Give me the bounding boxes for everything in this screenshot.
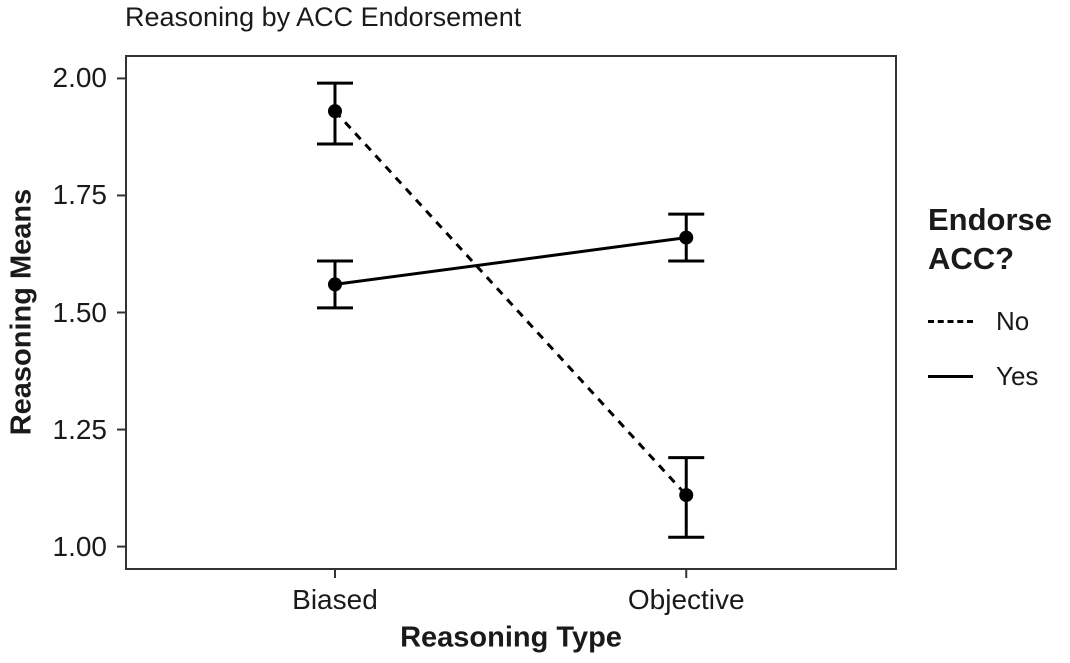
legend: Endorse ACC? No Yes — [928, 200, 1070, 404]
data-point-no-objective — [679, 488, 694, 503]
x-tick-label: Objective — [627, 584, 745, 615]
data-point-yes-objective — [679, 230, 694, 245]
dashed-line-key-icon — [928, 320, 973, 323]
panel-border — [125, 55, 897, 570]
x-tick-label: Biased — [292, 584, 378, 615]
y-tick-label: 1.00 — [52, 530, 108, 562]
data-point-no-biased — [327, 104, 342, 119]
x-axis-title: Reasoning Type — [400, 621, 622, 654]
legend-entry-label: No — [996, 306, 1030, 336]
chart-title: Reasoning by ACC Endorsement — [125, 2, 522, 32]
series-line-yes — [334, 236, 687, 286]
series-line-no — [333, 110, 688, 497]
legend-entry-yes: Yes — [928, 349, 1070, 404]
data-point-yes-biased — [327, 277, 342, 292]
y-tick-label: 2.00 — [52, 62, 108, 94]
y-tick-label: 1.50 — [52, 296, 108, 328]
y-tick-label: 1.75 — [52, 179, 108, 211]
legend-title: Endorse ACC? — [928, 202, 1053, 276]
legend-entry-label: Yes — [996, 361, 1039, 391]
y-tick-label: 1.25 — [52, 413, 108, 445]
solid-line-key-icon — [928, 375, 973, 378]
legend-entry-no: No — [928, 294, 1070, 349]
